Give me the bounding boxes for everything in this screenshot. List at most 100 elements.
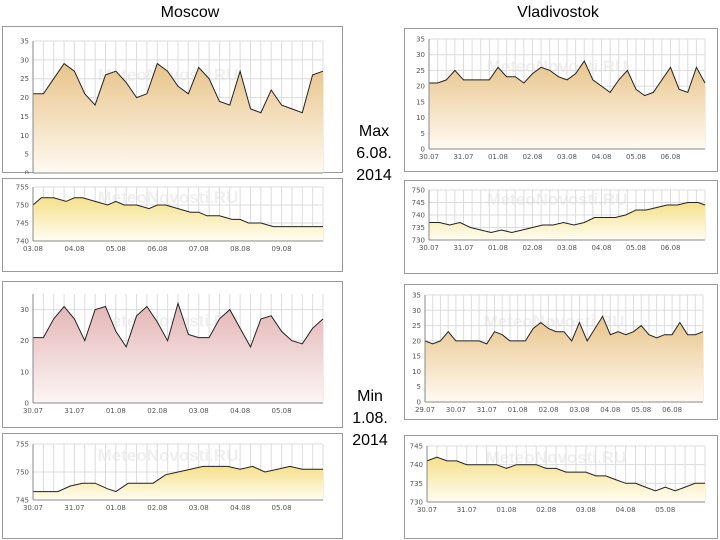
y-tick-label: 740 <box>16 238 29 246</box>
y-tick-label: 10 <box>416 114 425 122</box>
series-line <box>33 465 323 493</box>
vladivostok-max-pressure-chart: MeteoNovosti.RU 730 735 740 745 750 30.07 31.07… <box>412 187 706 252</box>
y-tick-label: 735 <box>410 480 423 488</box>
min-label-word: Min <box>357 388 383 405</box>
y-tick-label: 30 <box>412 307 421 315</box>
x-tick-label: 04.08 <box>230 504 250 512</box>
x-tick-label: 02.08 <box>522 153 542 161</box>
y-tick-label: 25 <box>20 75 29 83</box>
y-tick-label: 10 <box>20 132 29 140</box>
x-tick-label: 01.08 <box>488 153 508 161</box>
y-tick-label: 15 <box>416 98 425 106</box>
y-tick-label: 30 <box>20 306 29 314</box>
vladivostok-max-temp-chart: MeteoNovosti.RU 0 5 10 15 20 25 30 35 30.07 31.07 0… <box>416 36 706 161</box>
x-tick-label: 05.08 <box>106 245 126 253</box>
y-tick-label: 730 <box>410 499 423 507</box>
x-tick-label: 05.08 <box>626 153 646 161</box>
watermark-text: MeteoNovosti.RU <box>484 312 625 331</box>
y-tick-label: 10 <box>20 368 29 376</box>
x-tick-label: 04.08 <box>616 506 636 514</box>
min-label-year: 2014 <box>352 432 388 449</box>
x-tick-label: 01.08 <box>106 407 126 415</box>
y-tick-label: 745 <box>16 220 29 228</box>
series-line <box>424 315 704 345</box>
y-tick-label: 735 <box>412 224 425 232</box>
y-tick-label: 10 <box>412 368 421 376</box>
y-tick-label: 755 <box>16 184 29 192</box>
area-fill <box>33 303 323 403</box>
x-tick-label: 01.08 <box>106 504 126 512</box>
min-date-label: Min 1.08. 2014 <box>340 386 400 452</box>
x-tick-label: 01.08 <box>496 506 516 514</box>
y-tick-label: 750 <box>412 187 425 195</box>
y-tick-label: 20 <box>412 337 421 345</box>
x-tick-label: 05.08 <box>626 244 646 252</box>
x-tick-label: 30.07 <box>419 244 439 252</box>
moscow-max-pressure-panel: MeteoNovosti.RU 740 745 750 755 03.08 04.08 05.… <box>2 178 343 272</box>
y-tick-label: 0 <box>25 400 29 408</box>
x-tick-label: 04.08 <box>230 407 250 415</box>
x-tick-label: 03.08 <box>189 504 209 512</box>
vladivostok-min-temp-panel: MeteoNovosti.RU 0 5 10 15 20 25 30 35 29.07 30.07 3… <box>404 284 718 420</box>
series-line <box>429 59 706 97</box>
series-line <box>32 197 323 228</box>
min-label-date: 1.08. <box>352 410 388 427</box>
y-tick-label: 740 <box>412 212 425 220</box>
vladivostok-min-pressure-panel: MeteoNovosti.RU 730 735 740 745 30.07 31.07 01.… <box>404 435 718 539</box>
vladivostok-min-temp-chart: MeteoNovosti.RU 0 5 10 15 20 25 30 35 29.07 30.07 3… <box>412 292 704 414</box>
area-fill <box>429 202 705 240</box>
x-tick-label: 02.08 <box>147 407 167 415</box>
x-tick-label: 30.07 <box>417 506 437 514</box>
x-tick-label: 03.08 <box>189 407 209 415</box>
series-line <box>33 62 324 114</box>
y-tick-label: 5 <box>421 130 425 138</box>
y-tick-label: 755 <box>16 441 29 449</box>
y-tick-label: 745 <box>16 497 29 505</box>
y-tick-label: 25 <box>416 67 425 75</box>
y-tick-label: 745 <box>412 199 425 207</box>
x-tick-label: 31.07 <box>477 406 497 414</box>
x-tick-label: 06.08 <box>662 406 682 414</box>
vladivostok-title: Vladivostok <box>517 4 599 21</box>
area-fill <box>425 316 703 402</box>
x-tick-label: 07.08 <box>189 245 209 253</box>
y-tick-label: 35 <box>416 36 425 44</box>
x-tick-label: 04.08 <box>591 244 611 252</box>
x-tick-label: 06.08 <box>147 245 167 253</box>
watermark-text: MeteoNovosti.RU <box>487 57 628 76</box>
y-tick-label: 35 <box>20 38 29 46</box>
y-tick-label: 15 <box>20 113 29 121</box>
x-tick-label: 30.07 <box>446 406 466 414</box>
x-tick-label: 03.08 <box>576 506 596 514</box>
y-tick-label: 0 <box>421 146 425 154</box>
x-tick-label: 02.08 <box>539 406 559 414</box>
y-tick-label: 740 <box>410 461 423 469</box>
x-tick-label: 05.08 <box>272 407 292 415</box>
y-tick-label: 35 <box>412 292 421 300</box>
y-tick-label: 15 <box>412 353 421 361</box>
moscow-min-pressure-panel: MeteoNovosti.RU 745 750 755 30.07 31.07 01.08 0… <box>2 433 343 539</box>
x-tick-label: 03.08 <box>557 153 577 161</box>
y-tick-label: 750 <box>16 469 29 477</box>
x-tick-label: 04.08 <box>591 153 611 161</box>
x-tick-label: 04.08 <box>64 245 84 253</box>
max-date-label: Max 6.08. 2014 <box>344 121 404 187</box>
x-tick-label: 31.07 <box>64 407 84 415</box>
moscow-min-temp-panel: MeteoNovosti.RU 0 10 20 30 30.07 31.07 01.08 02.… <box>2 281 343 428</box>
y-tick-label: 5 <box>417 383 421 391</box>
series-line <box>426 456 705 492</box>
moscow-max-temp-chart: MeteoNovosti.RU0510152025303503.0804.080… <box>20 38 324 175</box>
y-tick-label: 20 <box>416 83 425 91</box>
series-line <box>429 202 706 234</box>
y-tick-label: 0 <box>25 170 29 175</box>
x-tick-label: 31.07 <box>457 506 477 514</box>
vladivostok-max-temp-panel: MeteoNovosti.RU 0 5 10 15 20 25 30 35 30.07 31.07 0… <box>404 28 718 172</box>
y-tick-label: 750 <box>16 202 29 210</box>
y-tick-label: 20 <box>20 337 29 345</box>
moscow-title: Moscow <box>160 4 220 21</box>
x-tick-label: 05.08 <box>272 504 292 512</box>
y-tick-label: 5 <box>25 151 29 159</box>
x-tick-label: 30.07 <box>419 153 439 161</box>
